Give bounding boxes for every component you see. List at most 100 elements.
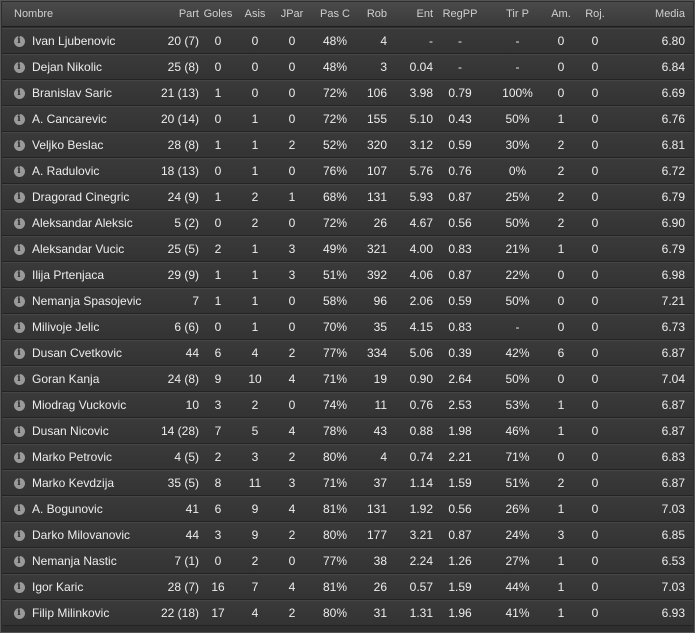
column-header-roj[interactable]: Roj. xyxy=(585,8,605,20)
table-row[interactable]: i Aleksandar Vucic 25 (5) 2 1 3 49% 321 4.00 0.83… xyxy=(2,236,693,262)
table-row[interactable]: i Nemanja Spasojevic 7 1 1 0 58% 96 2.06 0.59 50% 0… xyxy=(2,288,693,314)
info-icon[interactable]: i xyxy=(13,269,25,281)
table-row[interactable]: i Marko Petrovic 4 (5) 2 3 2 80% 4 0.74 2.21 71% 0 0… xyxy=(2,444,693,470)
info-icon[interactable]: i xyxy=(13,529,25,541)
player-name[interactable]: Dragorad Cinegric xyxy=(32,190,130,204)
info-cell[interactable]: i xyxy=(12,159,26,183)
player-name[interactable]: A. Radulovic xyxy=(32,164,100,178)
info-cell[interactable]: i xyxy=(12,575,26,599)
table-row[interactable]: i Goran Kanja 24 (8) 9 10 4 71% 19 0.90 2.64 50% 0 0… xyxy=(2,366,693,392)
table-row[interactable]: i Dragorad Cinegric 24 (9) 1 2 1 68% 131 5.93 0.8… xyxy=(2,184,693,210)
player-name[interactable]: Dejan Nikolic xyxy=(32,60,103,74)
column-header-goles[interactable]: Goles xyxy=(203,8,233,20)
info-cell[interactable]: i xyxy=(12,393,26,417)
info-cell[interactable]: i xyxy=(12,497,26,521)
table-row[interactable]: i Aleksandar Aleksic 5 (2) 0 2 0 72% 26 4.67 0.56… xyxy=(2,210,693,236)
table-row[interactable]: i Ilija Prtenjaca 29 (9) 1 1 3 51% 392 4.06 0.87 2… xyxy=(2,262,693,288)
table-row[interactable]: i Marko Kevdzija 35 (5) 8 11 3 71% 37 1.14 1.59 51… xyxy=(2,470,693,496)
player-name[interactable]: Milivoje Jelic xyxy=(32,320,100,334)
info-cell[interactable]: i xyxy=(12,133,26,157)
table-row[interactable]: i Milivoje Jelic 6 (6) 0 1 0 70% 35 4.15 0.83 - 0 0 6… xyxy=(2,314,693,340)
info-icon[interactable]: i xyxy=(13,425,25,437)
info-icon[interactable]: i xyxy=(13,191,25,203)
player-name[interactable]: A. Bogunovic xyxy=(32,502,103,516)
info-icon[interactable]: i xyxy=(13,347,25,359)
info-cell[interactable]: i xyxy=(12,81,26,105)
info-cell[interactable]: i xyxy=(12,185,26,209)
table-row[interactable]: i A. Bogunovic 41 6 9 4 81% 131 1.92 0.56 26% 1 0 7.0… xyxy=(2,496,693,522)
info-cell[interactable]: i xyxy=(12,55,26,79)
info-icon[interactable]: i xyxy=(13,607,25,619)
player-name[interactable]: Nemanja Spasojevic xyxy=(32,294,142,308)
player-name[interactable]: Nemanja Nastic xyxy=(32,554,117,568)
column-header-jpar[interactable]: JPar xyxy=(280,8,304,20)
player-name[interactable]: Dusan Cvetkovic xyxy=(32,346,123,360)
column-header-rob[interactable]: Rob xyxy=(366,8,387,20)
info-icon[interactable]: i xyxy=(13,243,25,255)
table-row[interactable]: i Nemanja Nastic 7 (1) 0 2 0 77% 38 2.24 1.26 27% 1… xyxy=(2,548,693,574)
info-cell[interactable]: i xyxy=(12,315,26,339)
table-row[interactable]: i Dusan Nicovic 14 (28) 7 5 4 78% 43 0.88 1.98 46%… xyxy=(2,418,693,444)
info-icon[interactable]: i xyxy=(13,399,25,411)
player-name[interactable]: Goran Kanja xyxy=(32,372,100,386)
player-name[interactable]: Igor Karic xyxy=(32,580,84,594)
column-header-pasc[interactable]: Pas C xyxy=(320,8,350,20)
column-header-media[interactable]: Media xyxy=(655,8,685,20)
info-cell[interactable]: i xyxy=(12,471,26,495)
table-row[interactable]: i Filip Milinkovic 22 (18) 17 4 2 80% 31 1.31 1.9… xyxy=(2,600,693,626)
info-cell[interactable]: i xyxy=(12,367,26,391)
player-name[interactable]: Veljko Beslac xyxy=(32,138,104,152)
column-header-name[interactable]: Nombre xyxy=(14,8,54,20)
info-cell[interactable]: i xyxy=(12,211,26,235)
player-name[interactable]: Marko Kevdzija xyxy=(32,476,115,490)
info-icon[interactable]: i xyxy=(13,61,25,73)
table-row[interactable]: i Miodrag Vuckovic 10 3 2 0 74% 11 0.76 2.53 53% 1 0… xyxy=(2,392,693,418)
info-icon[interactable]: i xyxy=(13,87,25,99)
info-cell[interactable]: i xyxy=(12,523,26,547)
info-cell[interactable]: i xyxy=(12,237,26,261)
player-name[interactable]: Marko Petrovic xyxy=(32,450,113,464)
info-cell[interactable]: i xyxy=(12,341,26,365)
info-cell[interactable]: i xyxy=(12,107,26,131)
info-icon[interactable]: i xyxy=(13,451,25,463)
column-header-asis[interactable]: Asis xyxy=(244,8,266,20)
table-row[interactable]: i Dejan Nikolic 25 (8) 0 0 0 48% 3 0.04 - - 0 0 6.84 xyxy=(2,54,693,80)
info-cell[interactable]: i xyxy=(12,445,26,469)
table-row[interactable]: i Ivan Ljubenovic 20 (7) 0 0 0 48% 4 - - - 0 0 6.80 xyxy=(2,28,693,54)
info-icon[interactable]: i xyxy=(13,217,25,229)
table-row[interactable]: i Igor Karic 28 (7) 16 7 4 81% 26 0.57 1.59 44% 1 0 7… xyxy=(2,574,693,600)
table-row[interactable]: i A. Radulovic 18 (13) 0 1 0 76% 107 5.76 0.76 0% 2… xyxy=(2,158,693,184)
player-name[interactable]: Dusan Nicovic xyxy=(32,424,109,438)
table-row[interactable]: i Veljko Beslac 28 (8) 1 1 2 52% 320 3.12 0.59 30%… xyxy=(2,132,693,158)
player-name[interactable]: Darko Milovanovic xyxy=(32,528,131,542)
column-header-tirp[interactable]: Tir P xyxy=(506,8,529,20)
info-cell[interactable]: i xyxy=(12,419,26,443)
player-name[interactable]: Branislav Saric xyxy=(32,86,113,100)
info-icon[interactable]: i xyxy=(13,113,25,125)
info-icon[interactable]: i xyxy=(13,321,25,333)
player-name[interactable]: Filip Milinkovic xyxy=(32,606,110,620)
column-header-am[interactable]: Am. xyxy=(551,8,571,20)
player-name[interactable]: Aleksandar Aleksic xyxy=(32,216,133,230)
table-row[interactable]: i Dusan Cvetkovic 44 6 4 2 77% 334 5.06 0.39 42% 6 0… xyxy=(2,340,693,366)
info-icon[interactable]: i xyxy=(13,373,25,385)
table-row[interactable]: i Branislav Saric 21 (13) 1 0 0 72% 106 3.98 0.79… xyxy=(2,80,693,106)
table-row[interactable]: i Darko Milovanovic 44 3 9 2 80% 177 3.21 0.87 24%… xyxy=(2,522,693,548)
info-icon[interactable]: i xyxy=(13,555,25,567)
info-icon[interactable]: i xyxy=(13,477,25,489)
player-name[interactable]: Ilija Prtenjaca xyxy=(32,268,105,282)
info-icon[interactable]: i xyxy=(13,295,25,307)
info-cell[interactable]: i xyxy=(12,29,26,53)
info-cell[interactable]: i xyxy=(12,289,26,313)
player-name[interactable]: Miodrag Vuckovic xyxy=(32,398,127,412)
info-cell[interactable]: i xyxy=(12,601,26,625)
info-icon[interactable]: i xyxy=(13,503,25,515)
column-header-regpp[interactable]: RegPP xyxy=(442,8,478,20)
player-name[interactable]: A. Cancarevic xyxy=(32,112,107,126)
player-name[interactable]: Ivan Ljubenovic xyxy=(32,34,116,48)
info-icon[interactable]: i xyxy=(13,165,25,177)
column-header-ent[interactable]: Ent xyxy=(416,8,433,20)
info-cell[interactable]: i xyxy=(12,263,26,287)
player-name[interactable]: Aleksandar Vucic xyxy=(32,242,125,256)
info-cell[interactable]: i xyxy=(12,549,26,573)
